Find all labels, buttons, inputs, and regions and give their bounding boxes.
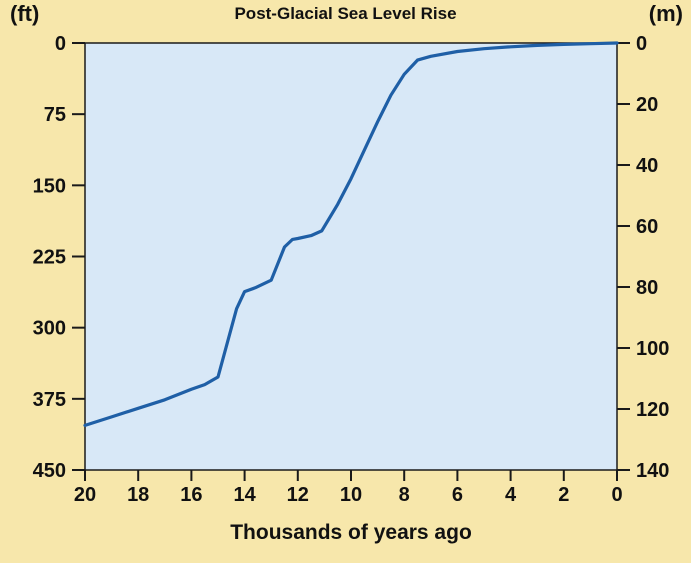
right-axis-tick-label: 120 bbox=[636, 399, 669, 421]
left-axis-tick-label: 375 bbox=[33, 389, 66, 411]
right-axis-tick-label: 0 bbox=[636, 33, 647, 55]
x-axis-tick-label: 4 bbox=[505, 484, 517, 506]
x-axis-tick-label: 14 bbox=[233, 484, 256, 506]
left-axis-tick-label: 450 bbox=[33, 460, 66, 482]
x-axis-tick-label: 12 bbox=[287, 484, 309, 506]
chart-title: Post-Glacial Sea Level Rise bbox=[234, 4, 457, 23]
x-axis-tick-label: 16 bbox=[180, 484, 202, 506]
x-axis-tick-label: 2 bbox=[558, 484, 569, 506]
x-axis-tick-label: 0 bbox=[611, 484, 622, 506]
right-axis-unit-label: (m) bbox=[648, 1, 683, 26]
left-axis-tick-label: 150 bbox=[33, 175, 66, 197]
x-axis-title: Thousands of years ago bbox=[230, 521, 472, 544]
right-axis-tick-label: 20 bbox=[636, 94, 658, 116]
left-axis-tick-label: 300 bbox=[33, 318, 66, 340]
right-axis-tick-label: 60 bbox=[636, 216, 658, 238]
plot-background bbox=[84, 42, 618, 471]
sea-level-line bbox=[83, 41, 619, 427]
right-axis-tick-label: 40 bbox=[636, 155, 658, 177]
right-axis-tick-label: 80 bbox=[636, 277, 658, 299]
right-axis-tick-label: 100 bbox=[636, 338, 669, 360]
x-axis-tick-label: 10 bbox=[340, 484, 362, 506]
x-axis-tick-label: 18 bbox=[127, 484, 149, 506]
x-axis-tick-label: 20 bbox=[74, 484, 96, 506]
x-axis-tick-label: 8 bbox=[399, 484, 410, 506]
x-axis-tick-label: 6 bbox=[452, 484, 463, 506]
left-axis-tick-label: 225 bbox=[33, 247, 66, 269]
left-axis-tick-label: 0 bbox=[55, 33, 66, 55]
left-axis-tick-label: 75 bbox=[44, 104, 66, 126]
left-axis-unit-label: (ft) bbox=[10, 1, 40, 26]
right-axis-tick-label: 140 bbox=[636, 460, 669, 482]
